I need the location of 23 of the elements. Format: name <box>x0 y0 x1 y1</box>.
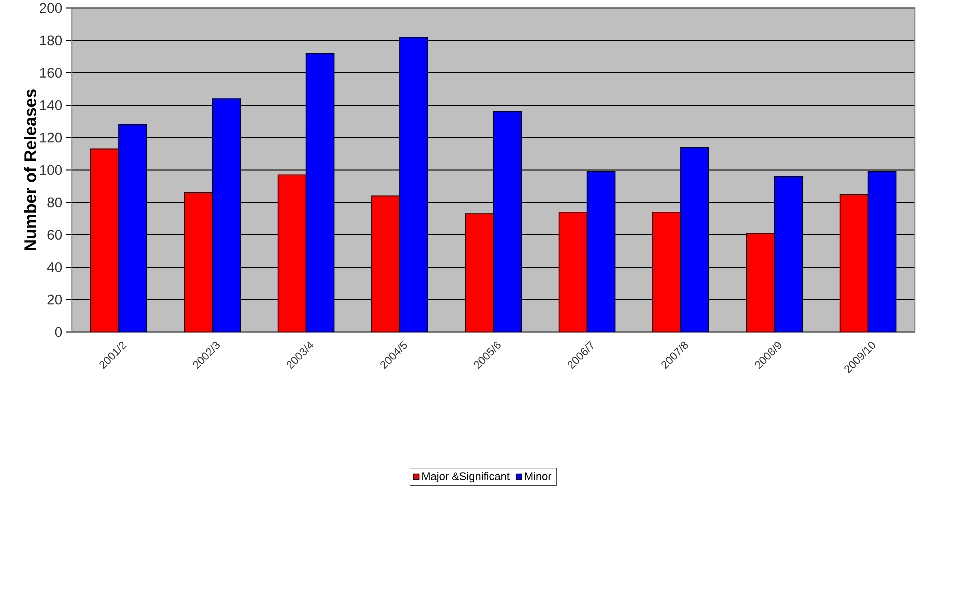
bar <box>746 232 776 332</box>
y-tick-label: 200 <box>40 3 62 13</box>
y-tick-label: 120 <box>40 132 62 143</box>
y-tick-label: 180 <box>40 35 62 46</box>
legend-label: Major &Significant <box>422 472 510 482</box>
legend-label: Minor <box>525 472 552 480</box>
bar <box>184 192 214 332</box>
y-tick-label: 0 <box>55 327 62 337</box>
bar <box>278 174 307 332</box>
y-tick-label: 40 <box>47 262 62 272</box>
bar <box>840 194 869 332</box>
y-tick-label: 160 <box>40 68 62 78</box>
bar <box>90 148 120 332</box>
y-tick-label: 80 <box>48 197 62 208</box>
bar <box>558 212 588 332</box>
y-axis-title: Number of Releases <box>24 89 37 250</box>
bar <box>652 212 682 332</box>
y-tick-label: 60 <box>48 230 62 240</box>
y-tick-label: 100 <box>40 165 62 175</box>
y-tick-label: 20 <box>48 294 62 305</box>
y-tick-label: 140 <box>40 100 62 110</box>
bar <box>465 213 494 332</box>
bar <box>372 196 400 332</box>
